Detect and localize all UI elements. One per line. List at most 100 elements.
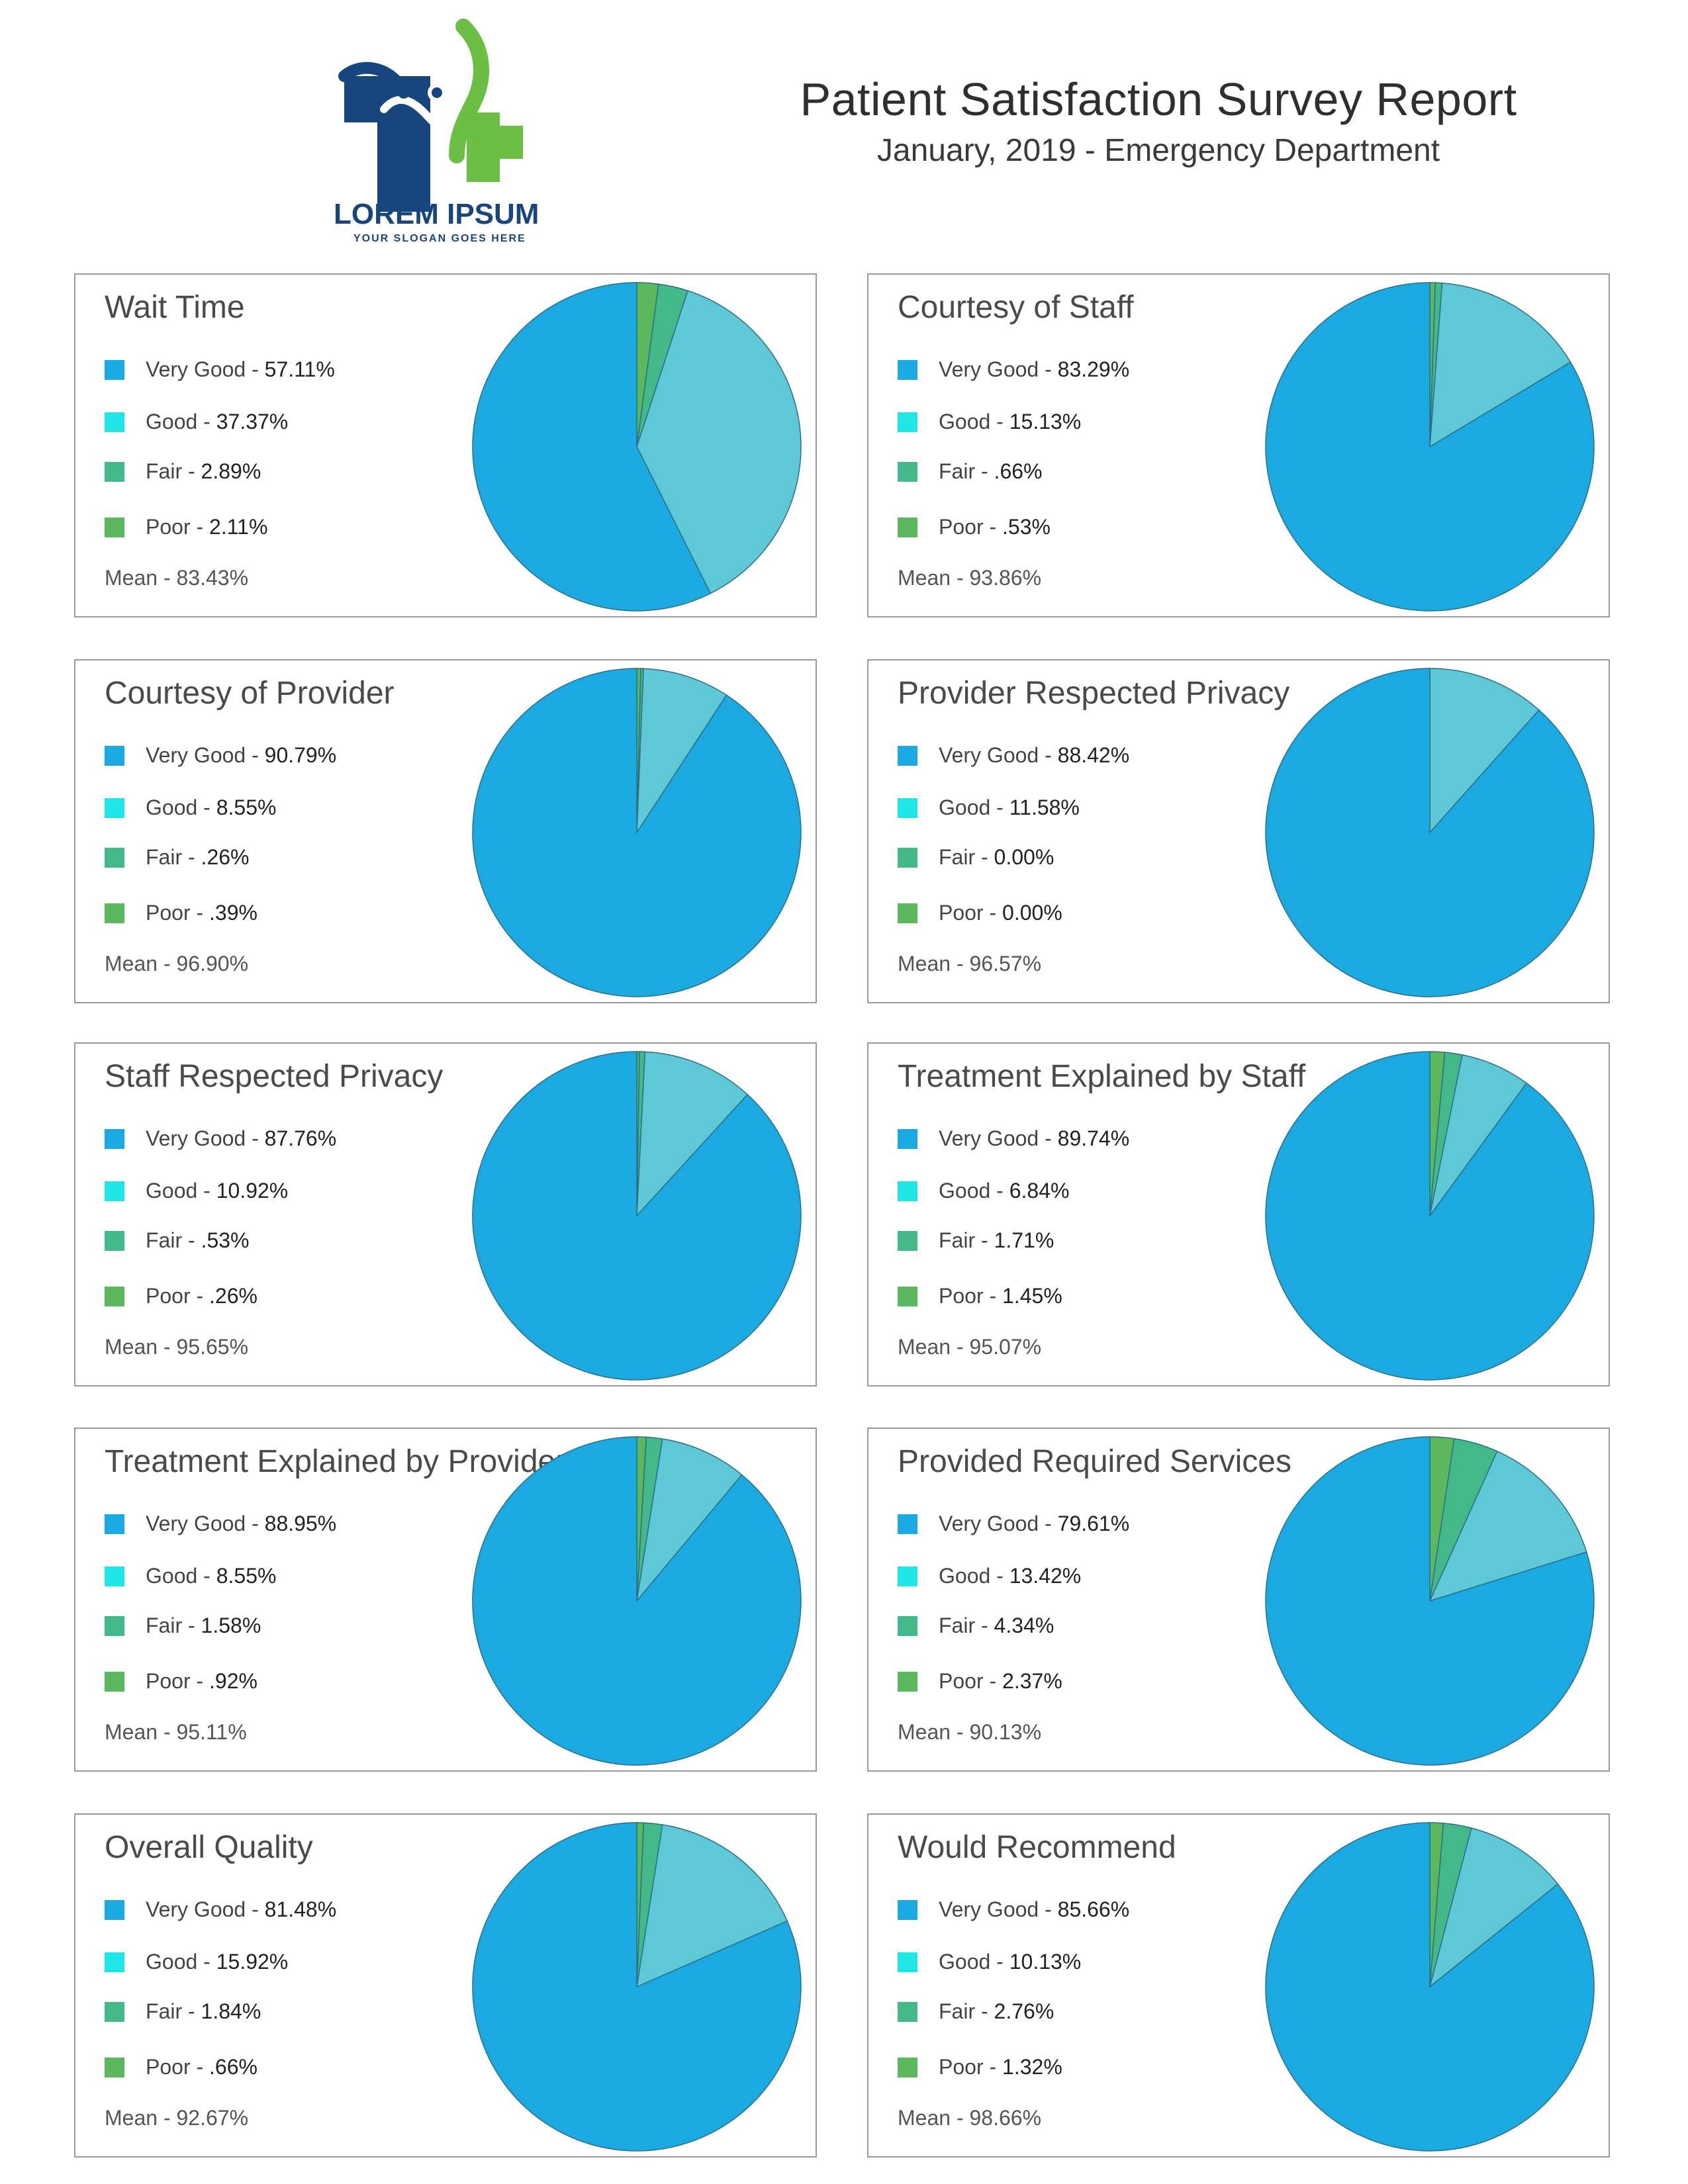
legend-value: 1.58% — [201, 1614, 261, 1637]
legend-label: Very Good — [146, 1897, 246, 1921]
mean-value: Mean - 95.65% — [105, 1335, 249, 1359]
pie-slice-good — [1429, 282, 1571, 448]
legend-swatch — [898, 1286, 917, 1306]
mean-value: Mean - 96.90% — [105, 952, 249, 976]
legend-swatch — [105, 797, 124, 818]
legend-swatch — [105, 1566, 124, 1586]
legend-swatch — [898, 1181, 917, 1201]
legend-label: Poor — [939, 2055, 984, 2079]
legend-swatch — [105, 1230, 124, 1251]
legend-label: Very Good — [939, 357, 1039, 381]
legend-separator: - — [1039, 743, 1058, 767]
legend-separator: - — [983, 2055, 1003, 2079]
legend-swatch — [105, 1128, 124, 1149]
chart-title: Staff Respected Privacy — [105, 1059, 444, 1094]
legend-item: Very Good - 85.66% — [898, 1897, 1129, 1922]
pie-slice-good — [1429, 1054, 1528, 1216]
legend-label: Poor — [939, 1669, 984, 1693]
legend-swatch — [898, 1566, 917, 1586]
legend-label: Poor — [939, 1284, 984, 1308]
legend-label: Very Good — [146, 1126, 246, 1150]
legend-swatch — [105, 1615, 124, 1636]
legend-item: Fair - 1.84% — [105, 1999, 261, 2024]
logo-mark-icon: LOREM IPSUM YOUR SLOGAN GOES HERE — [334, 19, 539, 244]
legend-value: 4.34% — [994, 1614, 1055, 1637]
legend-item: Fair - .26% — [105, 845, 249, 870]
chart-card: Staff Respected Privacy Very Good - 87.76… — [74, 1042, 817, 1387]
legend-separator: - — [246, 357, 265, 381]
legend-swatch — [898, 359, 917, 380]
legend-swatch — [105, 1181, 124, 1201]
legend-swatch — [105, 359, 124, 380]
legend-label: Very Good — [939, 743, 1039, 767]
legend-item: Very Good - 83.29% — [898, 357, 1129, 382]
legend-separator: - — [975, 1614, 994, 1637]
legend-value: .53% — [201, 1228, 250, 1252]
legend-value: 2.37% — [1002, 1669, 1062, 1693]
legend-separator: - — [975, 1228, 994, 1252]
legend-label: Fair — [939, 1228, 976, 1252]
legend-item: Very Good - 90.79% — [105, 743, 336, 768]
legend-value: .66% — [994, 459, 1043, 483]
legend-separator: - — [990, 1950, 1009, 1974]
page-subtitle: January, 2019 - Emergency Department — [876, 133, 1440, 168]
legend-label: Fair — [939, 1999, 976, 2023]
legend-value: 0.00% — [1002, 901, 1062, 925]
legend-swatch — [105, 1286, 124, 1306]
legend-swatch — [898, 2057, 917, 2077]
legend-separator: - — [983, 901, 1003, 925]
legend-swatch — [898, 1128, 917, 1149]
chart-title: Provided Required Services — [898, 1444, 1291, 1479]
logo: LOREM IPSUM YOUR SLOGAN GOES HERE — [331, 13, 569, 251]
legend-value: 11.58% — [1009, 796, 1080, 819]
legend-item: Fair - 2.76% — [898, 1999, 1054, 2024]
chart-card: Wait Time Very Good - 57.11% Good - 37.37%… — [74, 273, 817, 617]
legend-swatch — [105, 1899, 124, 1920]
legend-swatch — [898, 461, 917, 482]
pie-slice-very-good — [472, 1822, 802, 2152]
legend-swatch — [105, 412, 124, 432]
legend-label: Poor — [146, 901, 191, 925]
legend-item: Poor - .92% — [105, 1669, 258, 1694]
legend-label: Good — [146, 1179, 198, 1203]
chart-title: Courtesy of Staff — [898, 290, 1134, 325]
legend-value: 15.92% — [216, 1950, 289, 1974]
legend-item: Fair - 4.34% — [898, 1614, 1054, 1638]
legend-value: 83.29% — [1057, 357, 1130, 381]
legend-swatch — [105, 1671, 124, 1692]
legend-swatch — [898, 1230, 917, 1251]
legend-value: 2.89% — [201, 459, 261, 483]
legend-swatch — [105, 1514, 124, 1534]
legend-separator: - — [983, 515, 1003, 539]
legend-separator: - — [975, 1999, 994, 2023]
chart-card: Provided Required Services Very Good - 79… — [867, 1428, 1610, 1772]
chart-title: Overall Quality — [105, 1830, 313, 1865]
legend-separator: - — [1039, 1897, 1058, 1921]
legend-value: 89.74% — [1057, 1126, 1130, 1150]
chart-card: Courtesy of Provider Very Good - 90.79% Go… — [74, 659, 817, 1003]
pie-slice-good — [636, 1824, 788, 1988]
legend-label: Poor — [146, 1284, 191, 1308]
legend-separator: - — [190, 901, 210, 925]
legend-separator: - — [197, 410, 216, 433]
legend-value: 8.55% — [216, 1564, 277, 1588]
legend-item: Poor - .53% — [898, 515, 1051, 539]
legend-label: Good — [146, 796, 198, 819]
legend-item: Very Good - 81.48% — [105, 1897, 336, 1922]
legend-swatch — [898, 847, 917, 868]
legend-swatch — [898, 1615, 917, 1636]
legend-separator: - — [975, 459, 994, 483]
legend-value: .53% — [1002, 515, 1051, 539]
pie-slice-very-good — [1265, 1822, 1595, 2152]
pie-slice-good — [636, 290, 802, 594]
pie-chart — [1265, 668, 1595, 997]
legend-label: Good — [146, 410, 198, 433]
legend-label: Very Good — [146, 357, 246, 381]
legend-value: .26% — [209, 1284, 258, 1308]
legend-label: Fair — [146, 1614, 183, 1637]
chart-title: Provider Respected Privacy — [898, 676, 1290, 711]
chart-title: Would Recommend — [898, 1830, 1176, 1865]
legend-separator: - — [246, 743, 265, 767]
legend-label: Poor — [939, 515, 984, 539]
legend-item: Fair - 1.58% — [105, 1614, 261, 1638]
